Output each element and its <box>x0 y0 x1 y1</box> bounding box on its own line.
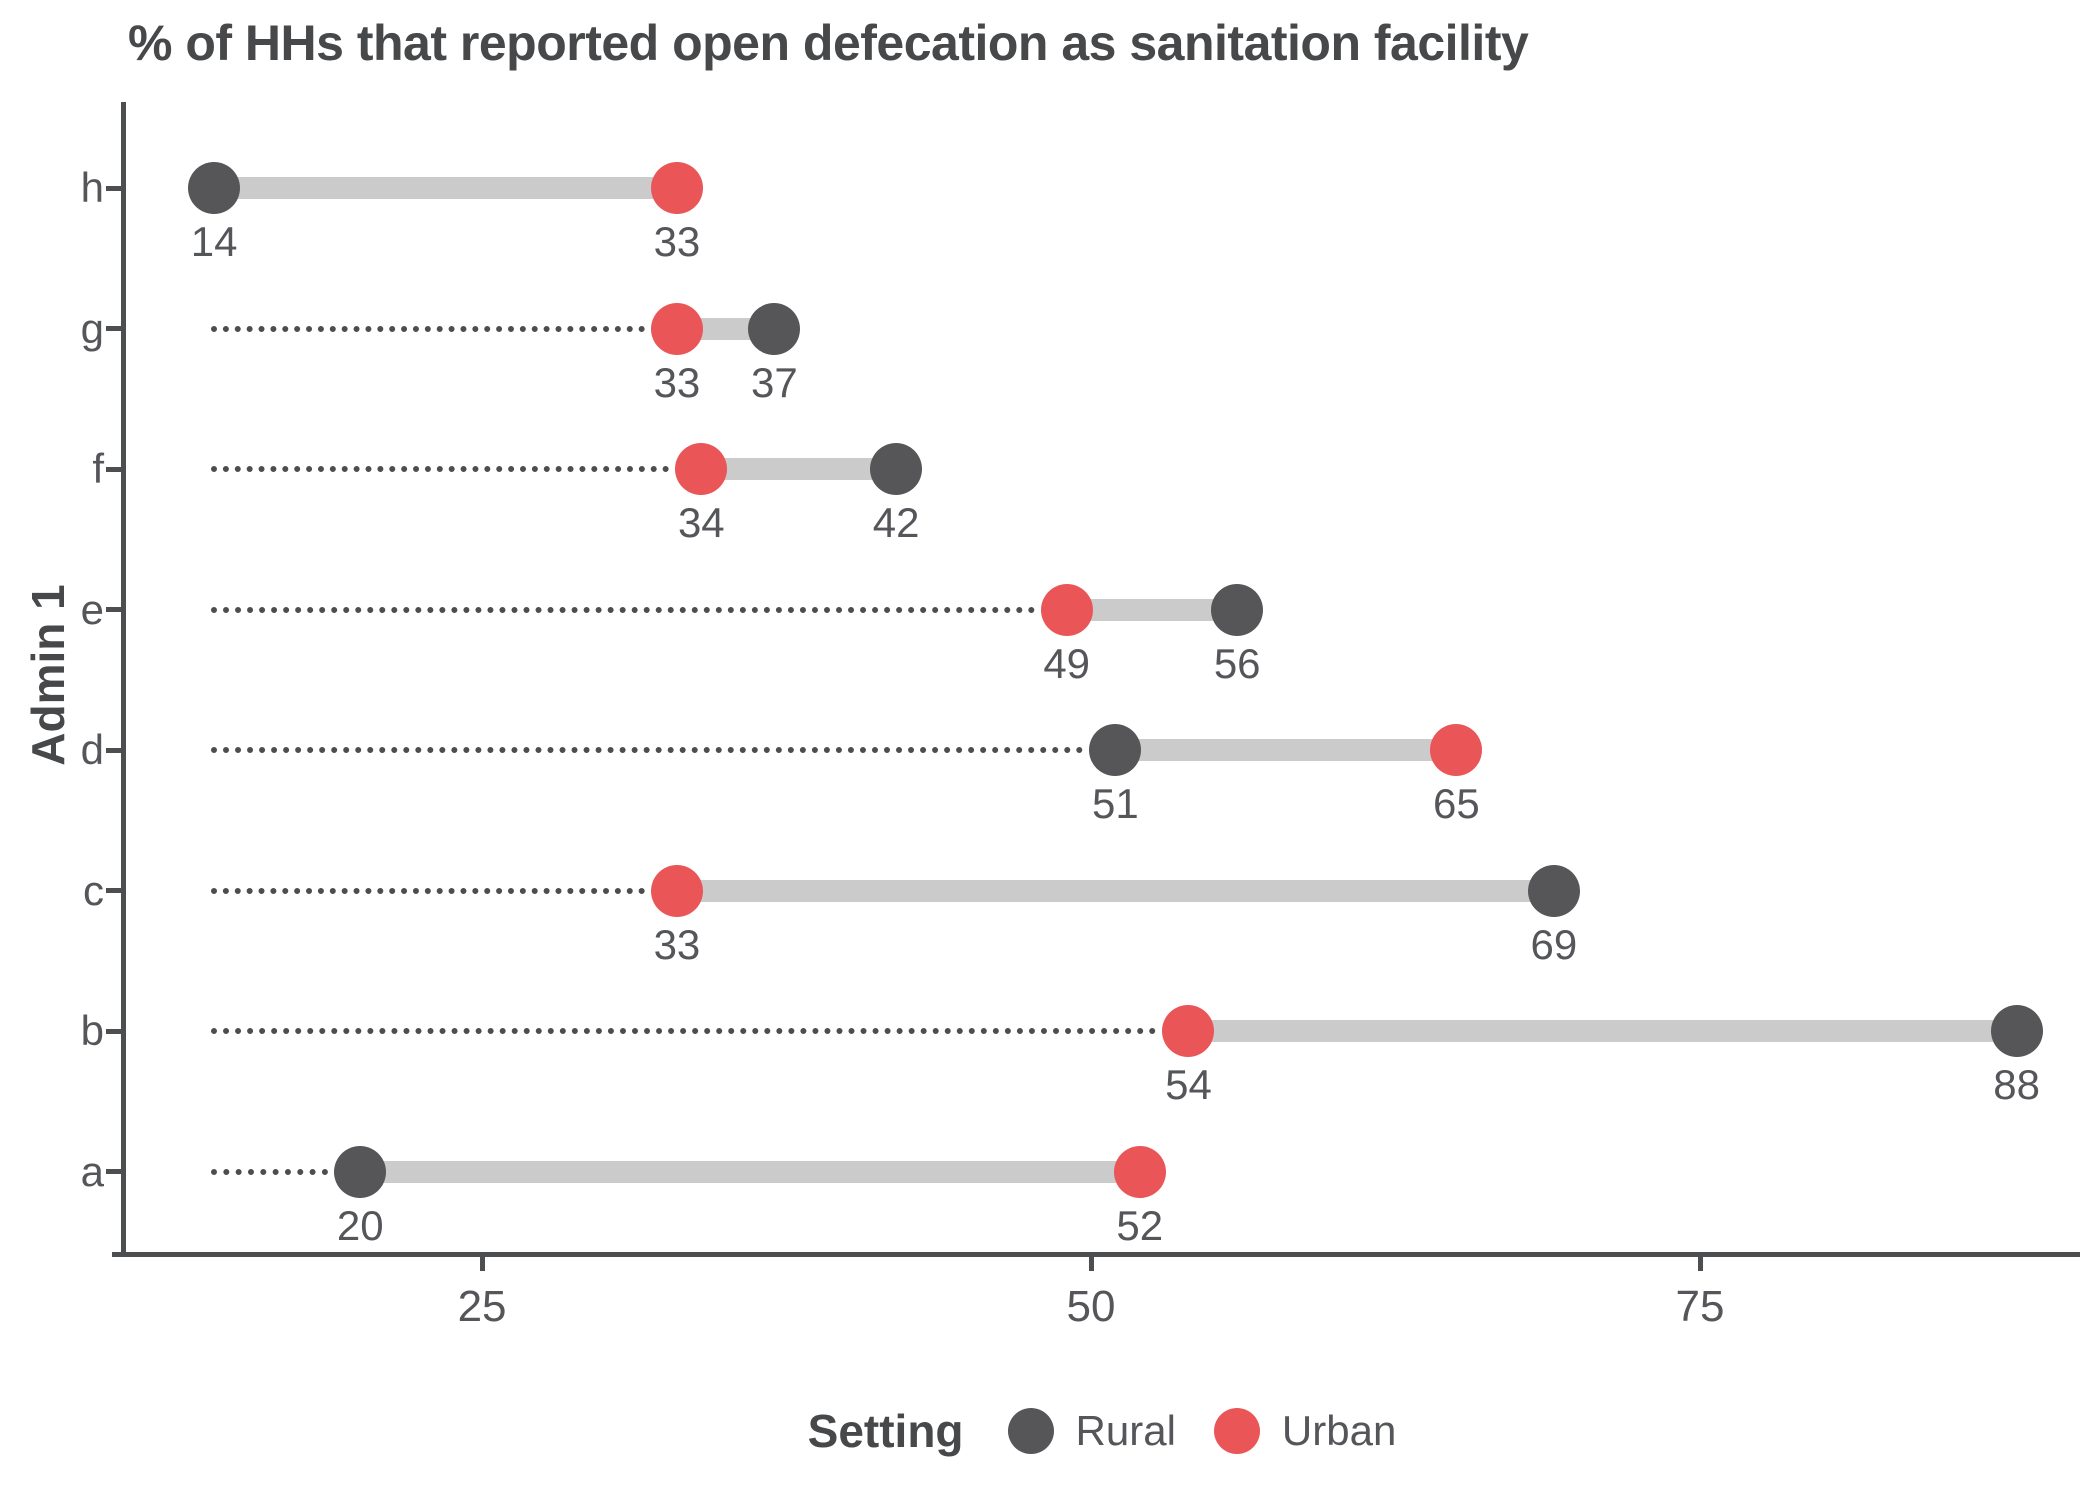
dot-rural <box>1089 724 1142 776</box>
value-label: 52 <box>1116 1201 1164 1249</box>
dot-rural <box>334 1145 387 1198</box>
y-category-label: c <box>83 866 104 914</box>
y-category-label: a <box>80 1147 104 1195</box>
value-label: 33 <box>653 920 701 968</box>
dot-rural <box>870 443 923 495</box>
dot-rural <box>1990 1005 2043 1057</box>
value-label: 65 <box>1433 780 1480 827</box>
y-category-label: e <box>80 585 104 633</box>
leader-dotted-line <box>211 466 670 472</box>
y-axis-tick <box>106 466 122 472</box>
leader-dotted-line <box>211 325 645 332</box>
value-label: 88 <box>1993 1061 2041 1108</box>
dot-urban <box>1040 583 1093 636</box>
y-axis-tick <box>106 1028 122 1034</box>
x-tick-label: 25 <box>457 1282 507 1331</box>
legend: Setting Rural Urban <box>124 1396 2080 1466</box>
y-axis-tick <box>106 326 122 331</box>
value-label: 33 <box>653 358 701 406</box>
leader-dotted-line <box>211 606 1035 613</box>
x-axis-tick <box>479 1255 485 1271</box>
dot-urban <box>1113 1145 1166 1198</box>
value-label: 51 <box>1092 780 1139 827</box>
dot-urban <box>650 162 703 214</box>
dot-rural <box>1527 864 1580 917</box>
dot-urban <box>650 864 703 917</box>
y-category-label: b <box>80 1007 104 1054</box>
x-axis-line <box>112 1252 2080 1257</box>
legend-item-urban: Urban <box>1213 1407 1397 1455</box>
chart-title: % of HHs that reported open defecation a… <box>128 15 1529 71</box>
dot-rural <box>188 162 241 214</box>
y-category-label: f <box>92 445 104 492</box>
dumbbell-connector <box>701 458 897 480</box>
dot-urban <box>1162 1005 1215 1057</box>
y-axis-tick <box>106 1169 122 1174</box>
dumbbell-connector <box>1188 1020 2017 1042</box>
leader-dotted-line <box>211 1168 329 1175</box>
value-label: 14 <box>190 218 238 265</box>
value-label: 34 <box>677 499 725 546</box>
legend-title: Setting <box>807 1405 964 1457</box>
dumbbell-connector <box>214 177 677 199</box>
value-label: 49 <box>1043 639 1091 687</box>
leader-dotted-line <box>211 747 1084 753</box>
dot-rural <box>748 302 801 355</box>
y-axis-tick <box>106 747 122 753</box>
value-label: 56 <box>1213 639 1261 687</box>
dumbbell-connector <box>360 1160 1140 1183</box>
dot-urban <box>650 302 703 355</box>
x-axis-tick <box>1088 1255 1094 1271</box>
legend-item-rural: Rural <box>1007 1407 1176 1455</box>
x-tick-label: 50 <box>1066 1282 1116 1331</box>
x-tick-label: 75 <box>1675 1282 1725 1331</box>
value-label: 20 <box>336 1201 384 1249</box>
dumbbell-connector <box>676 879 1554 902</box>
value-label: 33 <box>653 218 701 265</box>
y-axis-line <box>121 102 126 1257</box>
x-axis-tick <box>1697 1255 1703 1271</box>
dot-urban <box>675 443 728 495</box>
y-axis-tick <box>106 185 122 191</box>
legend-marker-urban <box>1213 1408 1260 1454</box>
legend-label: Urban <box>1281 1407 1397 1454</box>
y-axis-tick <box>106 888 122 893</box>
dumbbell-connector <box>1066 598 1238 621</box>
value-label: 54 <box>1165 1061 1212 1108</box>
dot-rural <box>1211 583 1264 636</box>
legend-marker-rural <box>1007 1408 1054 1454</box>
y-category-label: d <box>80 726 104 773</box>
y-category-label: g <box>80 304 104 352</box>
y-category-label: h <box>80 164 104 211</box>
legend-label: Rural <box>1075 1407 1176 1454</box>
value-label: 69 <box>1530 920 1578 968</box>
dot-urban <box>1430 724 1483 776</box>
value-label: 42 <box>872 499 920 546</box>
dumbbell-connector <box>1115 739 1457 761</box>
value-label: 37 <box>751 358 798 406</box>
y-axis-tick <box>106 607 122 612</box>
leader-dotted-line <box>211 1028 1157 1034</box>
leader-dotted-line <box>211 887 645 894</box>
